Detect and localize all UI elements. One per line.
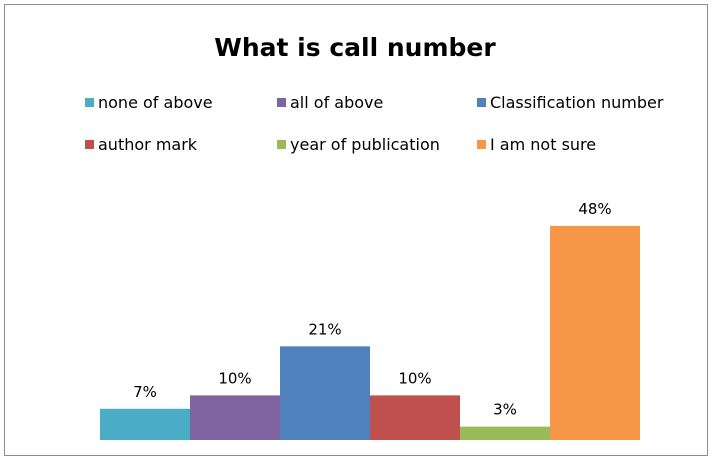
legend-label: year of publication <box>290 135 440 154</box>
data-label-1: 10% <box>218 369 251 387</box>
data-label-3: 10% <box>398 369 431 387</box>
legend-swatch <box>477 98 486 107</box>
legend-item-classification-number: Classification number <box>477 93 663 112</box>
legend-item-all-of-above: all of above <box>277 93 383 112</box>
legend-swatch <box>277 98 286 107</box>
legend-label: Classification number <box>490 93 664 112</box>
bar-5 <box>550 225 640 440</box>
legend-swatch <box>277 140 286 149</box>
legend-label: none of above <box>98 93 213 112</box>
legend-swatch <box>477 140 486 149</box>
legend-swatch <box>85 98 94 107</box>
chart-area: What is call number none of above all of… <box>4 4 708 456</box>
bar-3 <box>370 395 460 440</box>
bar-2 <box>280 346 370 440</box>
bar-4 <box>460 426 550 440</box>
legend-item-year-of-publication: year of publication <box>277 135 440 154</box>
legend-item-i-am-not-sure: I am not sure <box>477 135 596 154</box>
plot-area: 7% 10% 21% 10% 3% 48% <box>100 200 640 440</box>
data-label-4: 3% <box>493 401 517 419</box>
data-label-5: 48% <box>578 200 611 218</box>
legend-item-none-of-above: none of above <box>85 93 213 112</box>
legend-item-author-mark: author mark <box>85 135 197 154</box>
legend-label: author mark <box>98 135 198 154</box>
bar-1 <box>190 395 280 440</box>
legend-swatch <box>85 140 94 149</box>
chart-title: What is call number <box>214 33 496 62</box>
legend-label: all of above <box>290 93 384 112</box>
bar-0 <box>100 408 190 440</box>
data-label-0: 7% <box>133 383 157 401</box>
legend-label: I am not sure <box>490 135 597 154</box>
data-label-2: 21% <box>308 320 341 338</box>
